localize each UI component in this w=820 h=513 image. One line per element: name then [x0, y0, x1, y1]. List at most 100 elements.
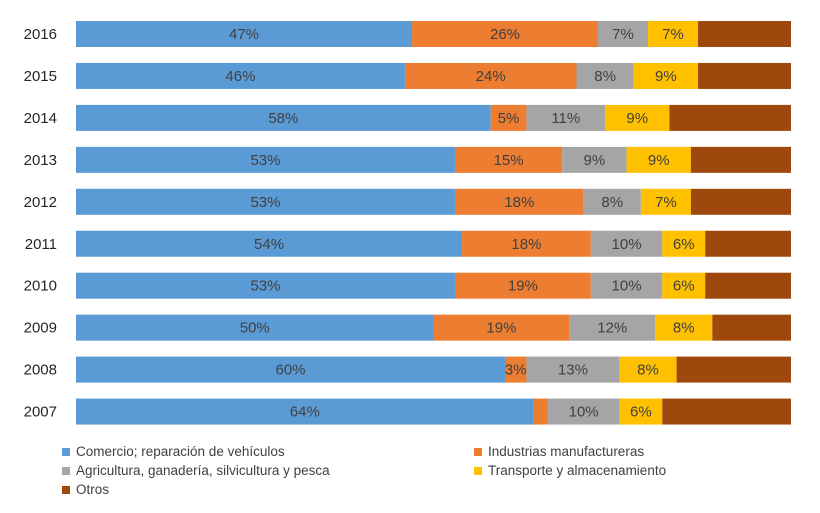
bar-segment-3 [590, 272, 663, 299]
legend-item: Otros [62, 482, 109, 497]
legend-swatch [62, 466, 70, 475]
bar-segment-3 [583, 188, 641, 215]
data-label: 9% [655, 68, 677, 85]
bar-segment-1 [76, 188, 455, 215]
data-label: 18% [511, 236, 541, 253]
bar-segment-5 [712, 314, 791, 341]
bar-segment-1 [76, 62, 405, 89]
bar-segment-5 [690, 188, 791, 215]
legend-swatch [474, 447, 482, 456]
bar-segment-2 [454, 272, 591, 299]
y-tick-label: 2010 [24, 278, 57, 295]
bar-segment-2 [462, 230, 591, 257]
bar-segment-5 [690, 146, 791, 173]
data-label: 11% [551, 110, 580, 127]
data-label: 60% [275, 362, 305, 379]
data-label: 24% [476, 68, 506, 85]
data-label: 6% [673, 278, 695, 295]
data-label: 5% [498, 110, 520, 127]
bar-segment-1 [76, 356, 505, 383]
data-label: 50% [240, 320, 270, 337]
bar-segment-4 [662, 230, 706, 257]
bar-segment-5 [669, 104, 791, 131]
bar-segment-4 [626, 146, 691, 173]
bar-segment-4 [662, 272, 706, 299]
legend-label: Comercio; reparación de vehículos [76, 444, 285, 459]
bar-segment-5 [698, 21, 791, 47]
bar-segment-3 [562, 146, 627, 173]
legend-item: Comercio; reparación de vehículos [62, 444, 285, 459]
bar-segment-2 [404, 62, 577, 89]
bar-segment-3 [547, 398, 620, 425]
data-label: 10% [612, 278, 642, 295]
bar-segment-2 [454, 188, 584, 215]
data-label: 8% [601, 194, 623, 211]
data-label: 7% [655, 194, 677, 211]
data-label: 58% [268, 110, 298, 127]
data-label: 10% [612, 236, 642, 253]
data-label: 8% [637, 362, 659, 379]
data-label: 9% [584, 152, 606, 169]
bar-segment-5 [705, 272, 791, 299]
bar-segment-2 [412, 21, 598, 47]
bar-segment-5 [676, 356, 791, 383]
bar-segment-2 [433, 314, 570, 341]
data-label: 54% [254, 236, 284, 253]
legend-item: Industrias manufactureras [474, 444, 644, 459]
bar-segment-2 [533, 398, 548, 425]
data-label: 64% [290, 404, 320, 421]
bar-segment-3 [526, 104, 606, 131]
bar-segment-5 [705, 230, 791, 257]
data-label: 7% [662, 26, 684, 43]
bar-segment-2 [454, 146, 563, 173]
bar-segment-4 [655, 314, 713, 341]
y-tick-label: 2012 [24, 194, 57, 211]
y-tick-label: 2008 [24, 362, 57, 379]
bar-segment-4 [605, 104, 670, 131]
stacked-bar-chart: 2016 47% 26% 7% 7% 2015 46% 24% 8% 9% 2014 58% 5% 11%… [24, 21, 791, 425]
y-tick-label: 2014 [24, 110, 57, 127]
data-label: 19% [508, 278, 538, 295]
legend-swatch [62, 485, 70, 494]
legend-label: Agricultura, ganadería, silvicultura y p… [76, 463, 330, 478]
data-label: 8% [594, 68, 616, 85]
data-label: 12% [597, 320, 627, 337]
bar-segment-1 [76, 398, 534, 425]
bar-segment-4 [640, 188, 691, 215]
legend-label: Otros [76, 482, 110, 497]
bar-segment-4 [619, 356, 677, 383]
bar-segment-1 [76, 314, 434, 341]
data-label: 53% [250, 278, 280, 295]
bar-segment-1 [76, 104, 491, 131]
legend-item: Transporte y almacenamiento [474, 463, 666, 478]
y-tick-label: 2011 [25, 236, 57, 253]
y-tick-label: 2016 [24, 26, 57, 43]
bar-segment-4 [619, 398, 663, 425]
legend-swatch [474, 466, 482, 475]
bar-segment-3 [576, 62, 634, 89]
bar-segment-3 [526, 356, 620, 383]
data-label: 7% [612, 26, 634, 43]
bar-segment-1 [76, 272, 455, 299]
data-label: 3% [505, 362, 527, 379]
data-label: 15% [494, 152, 524, 169]
legend-label: Transporte y almacenamiento [488, 463, 667, 478]
bar-segment-2 [505, 356, 527, 383]
data-label: 47% [229, 26, 259, 43]
data-label: 53% [250, 194, 280, 211]
data-label: 46% [225, 68, 255, 85]
legend-label: Industrias manufactureras [488, 444, 645, 459]
bar-segment-1 [76, 146, 455, 173]
data-label: 6% [630, 404, 652, 421]
data-label: 53% [250, 152, 280, 169]
legend-swatch [62, 447, 70, 456]
bar-segment-2 [490, 104, 527, 131]
data-label: 13% [558, 362, 588, 379]
bar-segment-3 [590, 230, 663, 257]
bar-segment-4 [633, 62, 699, 89]
data-label: 26% [490, 26, 520, 43]
data-label: 8% [673, 320, 695, 337]
bar-segment-5 [698, 62, 791, 89]
y-tick-label: 2015 [24, 68, 57, 85]
data-label: 6% [673, 236, 695, 253]
